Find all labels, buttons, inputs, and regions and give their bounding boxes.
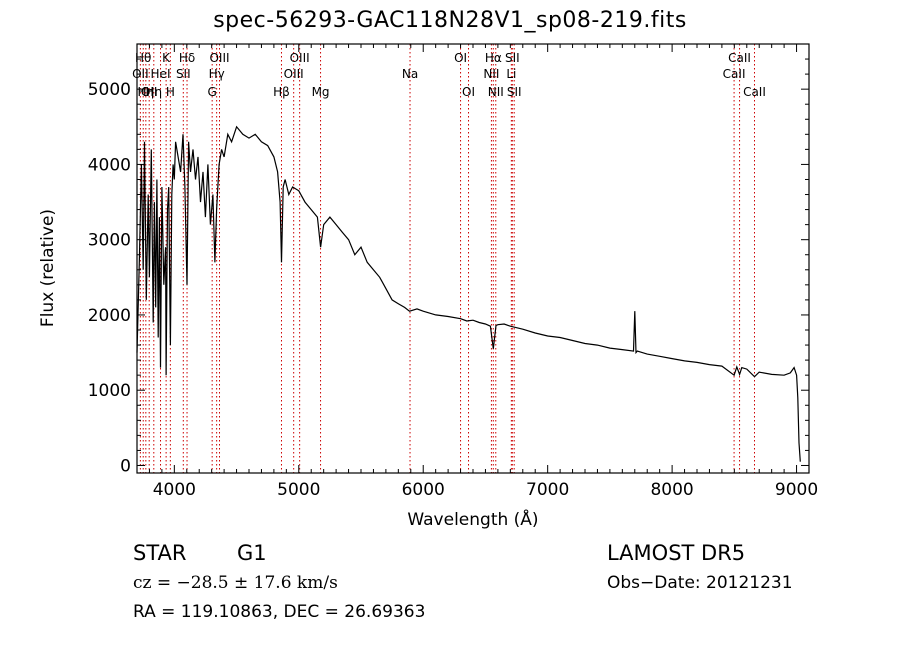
x-tick-label: 6000 xyxy=(402,480,445,500)
line-marker-label: CaII xyxy=(743,85,766,99)
line-marker-label: NII xyxy=(483,67,499,81)
chart-title: spec-56293-GAC118N28V1_sp08-219.fits xyxy=(213,8,687,33)
y-tick-label: 1000 xyxy=(88,381,131,401)
y-tick-label: 4000 xyxy=(88,155,131,175)
x-tick-label: 8000 xyxy=(650,480,693,500)
emission-line-markers xyxy=(139,44,755,473)
x-axis-label: Wavelength (Å) xyxy=(407,510,539,530)
x-tick-label: 5000 xyxy=(277,480,320,500)
line-marker-label: SII xyxy=(507,85,522,99)
line-marker-label: OIII xyxy=(290,51,310,65)
object-class: STAR xyxy=(133,541,187,565)
axis-ticks: 4000 5000 6000 7000 8000 9000 0 1000 2000 3000 400… xyxy=(88,43,818,500)
y-tick-label: 2000 xyxy=(88,306,131,326)
line-marker-label: CaII xyxy=(728,51,751,65)
y-tick-label: 3000 xyxy=(88,231,131,251)
line-marker-label: H xyxy=(166,85,175,99)
line-marker-label: G xyxy=(208,85,217,99)
line-marker-label: OII xyxy=(141,85,158,99)
line-marker-label: Hα xyxy=(485,51,502,65)
line-marker-label: OIII xyxy=(209,51,229,65)
line-marker-label: NII xyxy=(488,85,504,99)
redshift-velocity: cz = −28.5 ± 17.6 km/s xyxy=(133,573,338,593)
survey-name: LAMOST DR5 xyxy=(607,541,746,565)
y-tick-label: 5000 xyxy=(88,80,131,100)
observation-date: Obs−Date: 20121231 xyxy=(607,573,793,593)
line-marker-label: SII xyxy=(505,51,520,65)
line-marker-label: Na xyxy=(402,67,418,81)
spectrum-line xyxy=(136,125,801,462)
line-marker-label: CaII xyxy=(723,67,746,81)
y-tick-label: 0 xyxy=(120,456,131,476)
x-tick-label: 9000 xyxy=(775,480,818,500)
line-marker-label: SII xyxy=(176,67,191,81)
line-marker-label: Hγ xyxy=(209,67,225,81)
line-marker-label: Hη xyxy=(138,85,155,99)
line-marker-label: Hβ xyxy=(273,85,290,99)
plot-frame xyxy=(136,43,810,474)
line-marker-label: K xyxy=(162,51,171,65)
line-marker-label: OIII xyxy=(284,67,304,81)
line-marker-label: HeI xyxy=(151,67,171,81)
line-marker-label: OI xyxy=(462,85,475,99)
line-marker-label: Hδ xyxy=(179,51,195,65)
x-tick-label: 4000 xyxy=(153,480,196,500)
line-marker-label: OI xyxy=(454,51,467,65)
emission-line-labels: OIIHθHηOIIHηHeIKHSIIHδGHγOIIIHβOIIIOIIIM… xyxy=(132,51,766,99)
spectral-subclass: G1 xyxy=(237,541,267,565)
line-marker-label: Hθ xyxy=(135,51,151,65)
x-tick-label: 7000 xyxy=(526,480,569,500)
line-marker-label: Li xyxy=(506,67,516,81)
line-marker-label: Mg xyxy=(312,85,330,99)
coordinates: RA = 119.10863, DEC = 26.69363 xyxy=(133,602,426,622)
line-marker-label: Hη xyxy=(145,85,162,99)
y-axis-label: Flux (relative) xyxy=(38,208,58,328)
